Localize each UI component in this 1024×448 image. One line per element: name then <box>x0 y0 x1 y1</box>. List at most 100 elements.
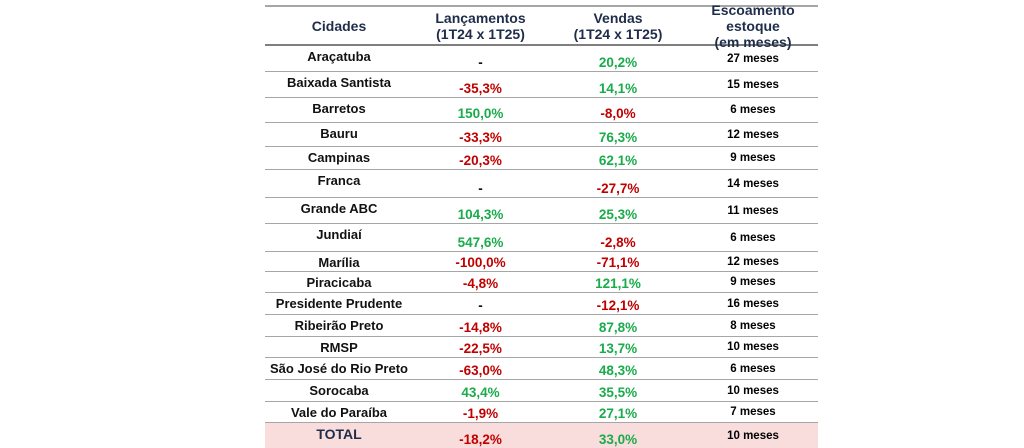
vendas-cell: 25,3% <box>598 207 638 222</box>
table-row: Campinas -20,3% 62,1% 9 meses <box>265 147 818 170</box>
city-cell: Sorocaba <box>309 383 369 398</box>
lancamentos-cell: -18,2% <box>459 432 502 447</box>
header-lancamentos-text: Lançamentos (1T24 x 1T25) <box>435 10 525 42</box>
table-row: Grande ABC 104,3% 25,3% 11 meses <box>265 198 818 224</box>
escoamento-cell: 10 meses <box>727 341 779 353</box>
lancamentos-cell: 43,4% <box>461 385 500 400</box>
lancamentos-cell: -22,5% <box>459 341 502 356</box>
table-row: RMSP -22,5% 13,7% 10 meses <box>265 337 818 358</box>
city-cell: Ribeirão Preto <box>294 318 384 333</box>
city-cell: São José do Rio Preto <box>270 361 408 376</box>
city-cell: Marília <box>318 255 360 270</box>
table-row: Sorocaba 43,4% 35,5% 10 meses <box>265 380 818 402</box>
city-cell: Piracicaba <box>306 275 372 290</box>
lancamentos-cell: 150,0% <box>457 106 504 121</box>
lancamentos-cell: -35,3% <box>459 81 502 96</box>
lancamentos-cell: 104,3% <box>457 207 504 222</box>
header-escoamento-sub: (em meses) <box>714 33 792 50</box>
header-vendas-sub: (1T24 x 1T25) <box>573 25 663 42</box>
escoamento-cell: 12 meses <box>727 255 779 268</box>
escoamento-cell: 15 meses <box>727 78 779 91</box>
escoamento-cell: 6 meses <box>730 104 776 116</box>
vendas-cell: -2,8% <box>600 235 636 250</box>
escoamento-cell: 9 meses <box>730 152 776 164</box>
table-row: Presidente Prudente - -12,1% 16 meses <box>265 293 818 315</box>
escoamento-cell: 10 meses <box>727 429 779 442</box>
city-cell: Grande ABC <box>300 201 378 216</box>
city-cell: Bauru <box>320 126 358 141</box>
table-row: Araçatuba - 20,2% 27 meses <box>265 46 818 72</box>
city-cell: Baixada Santista <box>286 75 392 90</box>
escoamento-cell: 6 meses <box>730 362 776 375</box>
header-lancamentos: Lançamentos (1T24 x 1T25) <box>413 7 548 44</box>
lancamentos-cell: -14,8% <box>459 320 502 335</box>
vendas-cell: 27,1% <box>598 406 638 421</box>
header-vendas: Vendas (1T24 x 1T25) <box>548 7 688 44</box>
escoamento-cell: 27 meses <box>727 52 779 65</box>
city-cell: Jundiaí <box>316 227 362 242</box>
vendas-cell: 13,7% <box>598 341 638 356</box>
city-cell: Franca <box>317 173 361 188</box>
lancamentos-cell: 547,6% <box>457 235 504 250</box>
lancamentos-cell: - <box>478 298 483 313</box>
escoamento-cell: 10 meses <box>727 384 779 397</box>
city-cell: Vale do Paraíba <box>290 405 388 420</box>
vendas-cell: -8,0% <box>600 106 636 121</box>
table-row: Baixada Santista -35,3% 14,1% 15 meses <box>265 72 818 98</box>
escoamento-cell: 8 meses <box>730 319 776 332</box>
table-row: Piracicaba -4,8% 121,1% 9 meses <box>265 272 818 293</box>
city-cell: Araçatuba <box>307 49 371 64</box>
city-market-table: Cidades Lançamentos (1T24 x 1T25) Vendas(… <box>265 2 818 448</box>
table-header: Cidades Lançamentos (1T24 x 1T25) Vendas(… <box>265 2 818 50</box>
escoamento-cell: 16 meses <box>727 297 779 310</box>
header-vendas-text: Vendas (1T24 x 1T25) <box>574 10 663 42</box>
vendas-cell: 76,3% <box>598 130 638 145</box>
vendas-cell: -71,1% <box>596 255 640 270</box>
city-cell: RMSP <box>320 340 358 355</box>
table-row: Barretos 150,0% -8,0% 6 meses <box>265 98 818 123</box>
vendas-cell: 48,3% <box>598 363 638 378</box>
table-row: Vale do Paraíba -1,9% 27,1% 7 meses <box>265 402 818 423</box>
total-row: TOTAL -18,2% 33,0% 10 meses <box>265 423 818 448</box>
lancamentos-cell: -63,0% <box>459 363 502 378</box>
escoamento-cell: 14 meses <box>727 177 779 190</box>
header-lancamentos-label: Lançamentos <box>435 9 526 26</box>
vendas-cell: 35,5% <box>598 385 638 400</box>
escoamento-cell: 9 meses <box>730 276 776 288</box>
header-escoamento-text: Escoamento estoque (em meses) <box>688 2 818 50</box>
city-cell: Presidente Prudente <box>275 296 403 311</box>
vendas-cell: 87,8% <box>598 320 638 335</box>
table-body: Araçatuba - 20,2% 27 meses Baixada Santista -… <box>265 46 818 448</box>
lancamentos-cell: -4,8% <box>462 276 499 291</box>
escoamento-cell: 11 meses <box>727 204 779 217</box>
escoamento-cell: 12 meses <box>727 128 779 141</box>
header-lancamentos-sub: (1T24 x 1T25) <box>436 25 525 42</box>
vendas-cell: 121,1% <box>595 276 641 291</box>
vendas-cell: 62,1% <box>598 153 638 168</box>
header-cidades: Cidades <box>265 7 413 44</box>
vendas-cell: -27,7% <box>596 181 640 196</box>
lancamentos-cell: -20,3% <box>459 153 502 168</box>
table-row: Jundiaí 547,6% -2,8% 6 meses <box>265 224 818 252</box>
city-cell: Campinas <box>307 150 371 165</box>
lancamentos-cell: - <box>478 181 483 196</box>
table-row: Bauru -33,3% 76,3% 12 meses <box>265 123 818 147</box>
escoamento-cell: 6 meses <box>730 231 776 244</box>
city-cell: Barretos <box>312 101 366 116</box>
header-escoamento: Escoamento estoque (em meses) <box>688 2 818 50</box>
lancamentos-cell: -1,9% <box>462 406 499 421</box>
header-escoamento-label: Escoamento estoque <box>711 1 795 34</box>
vendas-cell: -12,1% <box>596 298 640 313</box>
header-cidades-label: Cidades <box>311 17 367 34</box>
table-row: Ribeirão Preto -14,8% 87,8% 8 meses <box>265 315 818 337</box>
table-row: Franca - -27,7% 14 meses <box>265 170 818 198</box>
vendas-cell: 20,2% <box>598 55 638 70</box>
header-vendas-label: Vendas <box>593 9 643 26</box>
city-cell: TOTAL <box>316 426 362 442</box>
lancamentos-cell: -33,3% <box>459 130 502 145</box>
lancamentos-cell: -100,0% <box>455 255 506 270</box>
escoamento-cell: 7 meses <box>730 406 776 418</box>
table-row: São José do Rio Preto -63,0% 48,3% 6 meses <box>265 358 818 380</box>
vendas-cell: 14,1% <box>598 81 638 96</box>
table-row: Marília -100,0% -71,1% 12 meses <box>265 252 818 272</box>
